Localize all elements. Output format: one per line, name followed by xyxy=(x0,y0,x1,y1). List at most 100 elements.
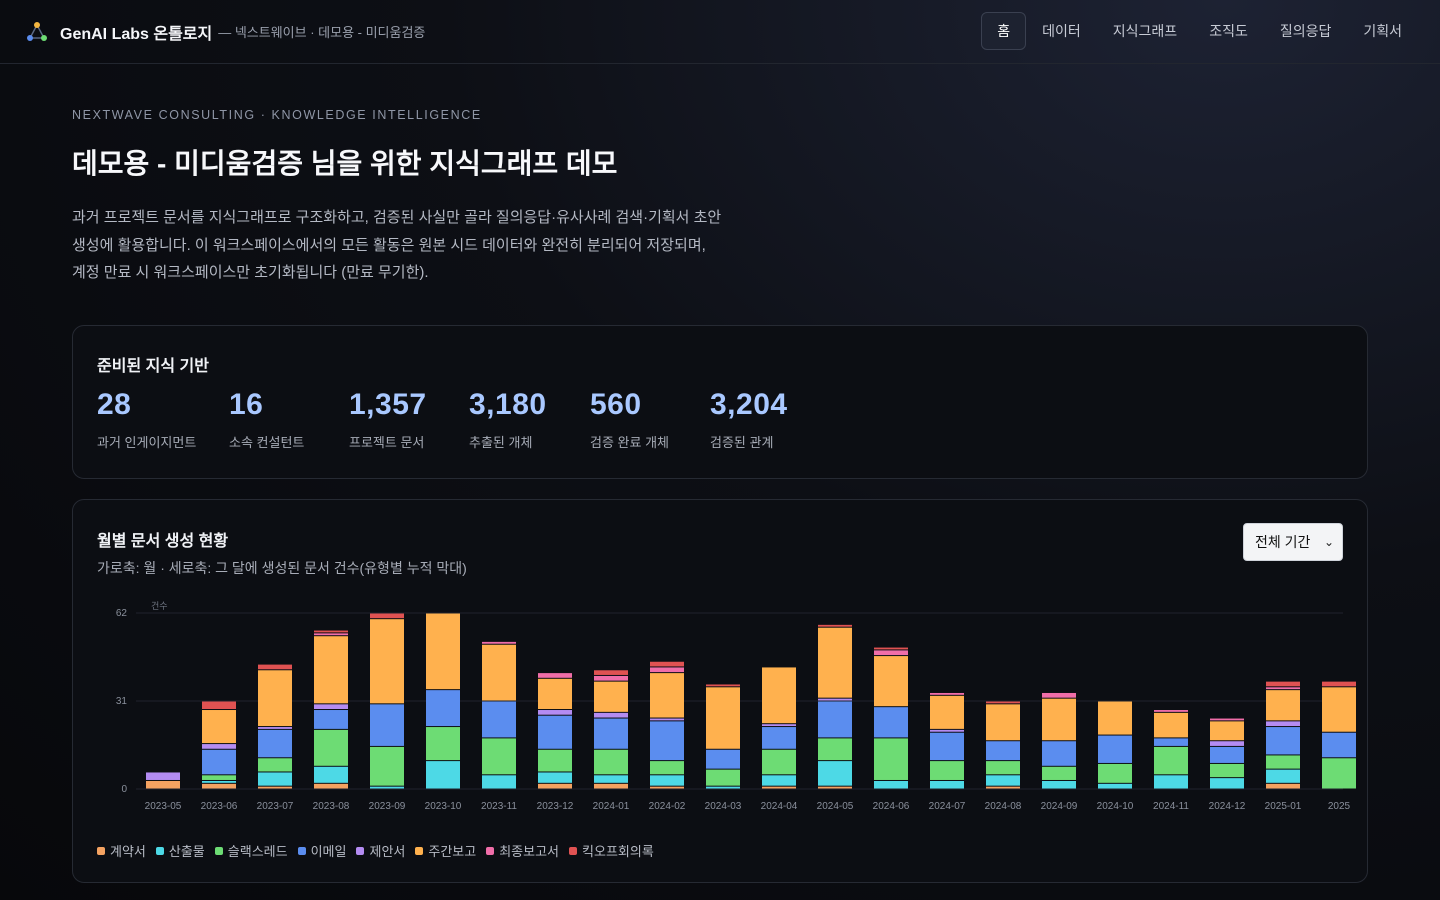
bar-segment xyxy=(650,718,684,721)
bar-segment xyxy=(1266,769,1300,783)
bar-segment xyxy=(706,769,740,786)
bar-segment xyxy=(1042,766,1076,780)
x-tick-label: 2023-08 xyxy=(313,801,350,812)
stat-label: 검증된 관계 xyxy=(710,435,774,450)
stat-label: 과거 인게이지먼트 xyxy=(97,435,197,450)
bar-segment xyxy=(258,670,292,727)
chart-legend: 계약서 산출물 슬랙스레드 이메일 제안서 주간보고 최종보고서 킥오프회의록 xyxy=(97,841,664,860)
bar-segment xyxy=(370,613,404,619)
legend-item[interactable]: 산출물 xyxy=(155,841,205,860)
nav-org-chart[interactable]: 조직도 xyxy=(1209,23,1248,39)
bar-segment xyxy=(1266,783,1300,789)
stat-label: 검증 완료 개체 xyxy=(590,435,669,450)
bar-segment xyxy=(594,718,628,749)
legend-item[interactable]: 킥오프회의록 xyxy=(569,841,654,860)
bar-segment xyxy=(1098,735,1132,763)
x-tick-label: 2023-09 xyxy=(369,801,406,812)
legend-item[interactable]: 슬랙스레드 xyxy=(214,841,288,860)
x-tick-label: 2024-11 xyxy=(1153,801,1189,812)
legend-item[interactable]: 제안서 xyxy=(356,841,405,860)
bar-segment xyxy=(986,761,1020,775)
legend-item[interactable]: 계약서 xyxy=(97,841,146,860)
bar-segment xyxy=(146,780,180,789)
bar-segment xyxy=(818,698,852,701)
x-tick-label: 2023-10 xyxy=(425,801,462,812)
chevron-down-icon: ⌄ xyxy=(1323,535,1334,549)
bar-segment xyxy=(762,786,796,789)
nav-qa[interactable]: 질의응답 xyxy=(1279,23,1332,39)
bar-segment xyxy=(426,761,460,789)
legend-swatch xyxy=(569,846,578,855)
bar-segment xyxy=(986,786,1020,789)
period-select[interactable]: 전체 기간 ⌄ xyxy=(1243,523,1343,561)
bar-segment xyxy=(594,712,628,718)
bar-segment xyxy=(538,678,572,710)
nav-home[interactable]: 홈 xyxy=(981,12,1027,50)
legend-label: 슬랙스레드 xyxy=(227,844,288,859)
bar-segment xyxy=(202,749,236,775)
chart-title: 월별 문서 생성 현황 xyxy=(97,533,229,550)
legend-item[interactable]: 최종보고서 xyxy=(486,841,559,860)
bar-segment xyxy=(706,786,740,789)
legend-label: 제안서 xyxy=(369,844,406,859)
bar-segment xyxy=(818,786,852,789)
main-nav: 홈 데이터 지식그래프 조직도 질의응답 기획서 xyxy=(981,12,1418,50)
bar-segment xyxy=(538,715,572,749)
bar-segment xyxy=(1210,763,1244,778)
bar-segment xyxy=(1154,775,1188,789)
stat-value: 16 xyxy=(229,388,264,421)
stat-value: 560 xyxy=(590,388,642,421)
bar-segment xyxy=(818,738,852,761)
bar-segment xyxy=(594,681,628,712)
bar-segment xyxy=(370,786,404,789)
bar-segment xyxy=(706,684,740,687)
bar-segment xyxy=(1210,746,1244,763)
bar-segment xyxy=(314,710,348,729)
legend-swatch xyxy=(97,846,105,855)
brand[interactable]: GenAI Labs 온톨로지 — 넥스트웨이브 · 데모용 - 미디움검증 xyxy=(26,20,425,44)
legend-item[interactable]: 이메일 xyxy=(297,841,347,860)
nav-knowledge-graph[interactable]: 지식그래프 xyxy=(1112,23,1178,39)
bar-segment xyxy=(986,704,1020,741)
bar-segment xyxy=(146,772,180,780)
x-tick-label: 2024-01 xyxy=(593,801,630,812)
bar-segment xyxy=(258,729,292,758)
bar-segment xyxy=(1266,690,1300,721)
bar-segment xyxy=(202,775,236,780)
stat-value: 3,180 xyxy=(469,388,547,421)
bar-segment xyxy=(258,772,292,786)
bar-segment xyxy=(650,667,684,673)
bar-segment xyxy=(1042,741,1076,766)
bar-segment xyxy=(1154,746,1188,775)
nav-data[interactable]: 데이터 xyxy=(1042,23,1081,39)
stat-extracted-entities: 3,180 추출된 개체 xyxy=(469,388,590,451)
bar-segment xyxy=(818,701,852,738)
bar-segment xyxy=(1266,687,1300,690)
bar-segment xyxy=(650,673,684,718)
bar-segment xyxy=(370,746,404,786)
period-select-value: 전체 기간 xyxy=(1255,534,1311,550)
bar-segment xyxy=(482,641,516,644)
bar-segment xyxy=(1042,698,1076,741)
legend-label: 산출물 xyxy=(168,844,205,859)
legend-swatch xyxy=(415,846,424,855)
bar-segment xyxy=(314,783,348,789)
legend-item[interactable]: 주간보고 xyxy=(415,841,476,860)
bar-segment xyxy=(650,721,684,761)
bar-segment xyxy=(930,732,964,761)
bar-segment xyxy=(258,664,292,670)
legend-label: 최종보고서 xyxy=(499,844,560,859)
bar-segment xyxy=(538,749,572,772)
nav-proposal[interactable]: 기획서 xyxy=(1363,23,1402,39)
page-title: 데모용 - 미디움검증 님을 위한 지식그래프 데모 xyxy=(72,148,618,179)
bar-segment xyxy=(370,704,404,746)
bar-segment xyxy=(650,775,684,786)
x-tick-label: 2024-09 xyxy=(1041,801,1078,812)
bar-segment xyxy=(594,670,628,675)
bar-segment xyxy=(594,775,628,783)
bar-segment xyxy=(1098,783,1132,789)
x-tick-label: 2024-02 xyxy=(649,801,686,812)
bar-segment xyxy=(314,704,348,710)
legend-label: 이메일 xyxy=(310,844,347,859)
bar-segment xyxy=(202,710,236,744)
